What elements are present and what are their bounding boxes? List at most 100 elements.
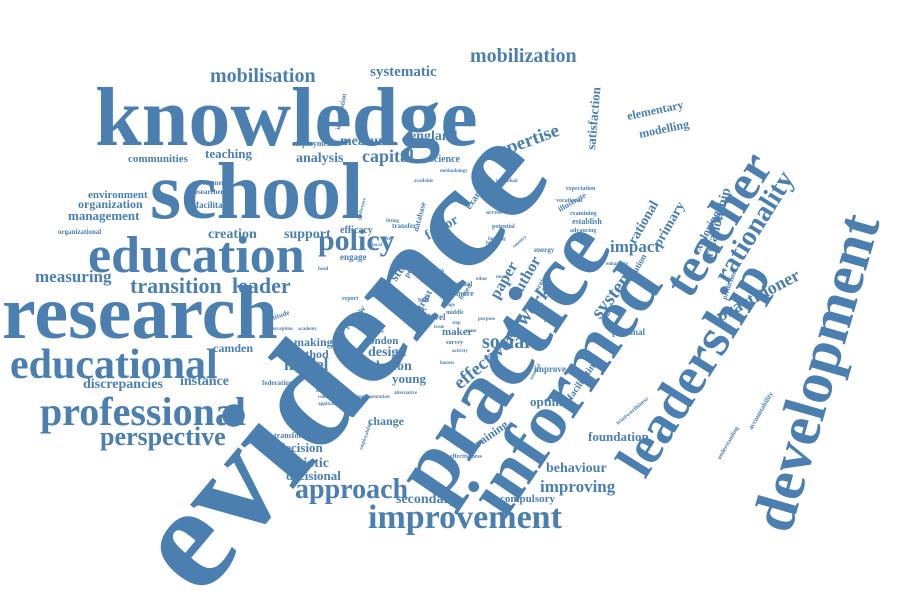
word-semiotic: semiotic xyxy=(280,456,329,471)
word-employment: employment xyxy=(292,139,335,148)
word-creation: creation xyxy=(208,227,257,242)
word-lesson: lesson xyxy=(376,359,412,374)
word-improvement: improvement xyxy=(368,499,563,536)
word-facilitate: facilitate xyxy=(196,200,229,210)
word-satisfaction: satisfaction xyxy=(583,86,603,151)
word-young: young xyxy=(392,371,426,386)
word-change: change xyxy=(368,414,405,428)
word-team: team xyxy=(466,329,477,334)
word-fitting: fitting xyxy=(386,219,400,224)
word-professional: professional xyxy=(40,389,246,434)
word-modelling: modelling xyxy=(638,117,690,141)
word-decision: decision xyxy=(278,440,324,455)
word-government: government xyxy=(192,179,228,187)
word-decisional: decisional xyxy=(286,468,341,483)
word-tested: tested xyxy=(486,355,499,360)
word-activity: activity xyxy=(452,349,468,354)
word-survey: survey xyxy=(446,340,463,346)
word-teaching: teaching xyxy=(205,146,252,161)
word-making: making xyxy=(294,335,333,349)
word-data: data xyxy=(380,291,395,300)
word-discrepancies: discrepancies xyxy=(83,377,163,392)
word-transition: transition xyxy=(130,273,222,298)
word-hasten: hasten xyxy=(440,361,454,366)
word-maker: maker xyxy=(442,326,473,338)
word-year: year xyxy=(404,303,427,317)
word-systematic: systematic xyxy=(370,64,437,80)
word-measuring: measuring xyxy=(35,267,112,286)
word-enhancing: enhancing xyxy=(606,262,628,267)
word-organizational: organizational xyxy=(58,228,101,236)
word-research: research xyxy=(2,271,278,355)
word-individual: individual xyxy=(496,179,518,184)
word-communities: communities xyxy=(128,153,189,165)
word-vocational: vocational xyxy=(556,198,583,204)
word-examining: examining xyxy=(570,211,597,217)
word-leader: leader xyxy=(232,273,291,298)
word-understanding: understanding xyxy=(717,426,741,461)
word-applicability: applicability xyxy=(318,402,345,407)
word-improve: improve xyxy=(534,364,566,374)
word-mobilization: mobilization xyxy=(470,45,577,67)
word-knowledge: knowledge xyxy=(95,71,478,164)
word-model: model xyxy=(284,355,329,374)
word-adoption: adoption xyxy=(544,319,563,324)
word-organization: organization xyxy=(78,197,143,211)
word-school: school xyxy=(150,148,363,236)
word-more: more xyxy=(456,289,474,298)
word-preference: preference xyxy=(357,197,368,221)
word-capital: capital xyxy=(362,146,414,166)
word-implementation: implementation xyxy=(356,395,390,400)
word-secondary: secondary xyxy=(396,492,457,507)
word-method: method xyxy=(290,347,329,361)
word-head: head xyxy=(318,267,329,272)
word-establish: establish xyxy=(572,217,602,226)
word-actual: actual xyxy=(454,280,472,288)
word-design: design xyxy=(368,345,406,360)
word-ethos: ethos xyxy=(476,277,487,282)
word-mobilisation: mobilisation xyxy=(210,65,316,87)
word-academy: academy xyxy=(298,327,317,332)
word-user: user xyxy=(384,237,394,242)
word-collaboration: collaboration xyxy=(318,395,347,400)
word-explore: explore xyxy=(368,330,385,335)
word-researcher: researcher xyxy=(192,188,224,196)
word-analysis: analysis xyxy=(296,151,344,166)
word-alternative: alternative xyxy=(394,391,418,396)
word-behaviour: behaviour xyxy=(546,461,607,476)
word-federation: federation xyxy=(262,379,293,387)
word-potential: potential xyxy=(492,224,515,230)
word-link: link xyxy=(436,269,445,274)
word-focusing: focusing xyxy=(488,237,506,242)
word-improving: improving xyxy=(540,477,616,496)
word-engage: engage xyxy=(340,252,367,262)
word-available: available xyxy=(414,179,434,184)
word-middle: middle xyxy=(446,310,464,316)
word-policy: policy xyxy=(318,224,395,257)
word-advancing: advancing xyxy=(570,228,596,234)
word-foundation: foundation xyxy=(588,429,649,444)
word-london: london xyxy=(366,335,398,347)
word-self: self xyxy=(418,295,430,304)
word-environment: environment xyxy=(88,189,148,201)
word-management: management xyxy=(68,208,140,223)
word-impact: impact xyxy=(610,237,660,256)
word-camden: camden xyxy=(213,341,253,355)
word-england: england xyxy=(410,129,458,144)
word-issue: issue xyxy=(434,325,445,330)
word-support: support xyxy=(284,227,331,242)
word-efficacy: efficacy xyxy=(340,225,373,236)
word-instance: instance xyxy=(180,374,229,389)
word-educational: educational xyxy=(10,342,218,388)
word-effectiveness: effectiveness xyxy=(450,454,483,460)
word-personal: personal xyxy=(612,327,646,337)
word-report: report xyxy=(342,296,358,302)
word-perception: perception xyxy=(270,327,293,332)
word-perspective: perspective xyxy=(100,422,226,451)
word-transfer: transfer xyxy=(392,222,416,230)
word-access: access xyxy=(486,210,502,216)
word-methodology: methodology xyxy=(440,169,468,174)
word-optimal: optimal xyxy=(530,394,573,409)
word-energy: energy xyxy=(534,246,555,254)
